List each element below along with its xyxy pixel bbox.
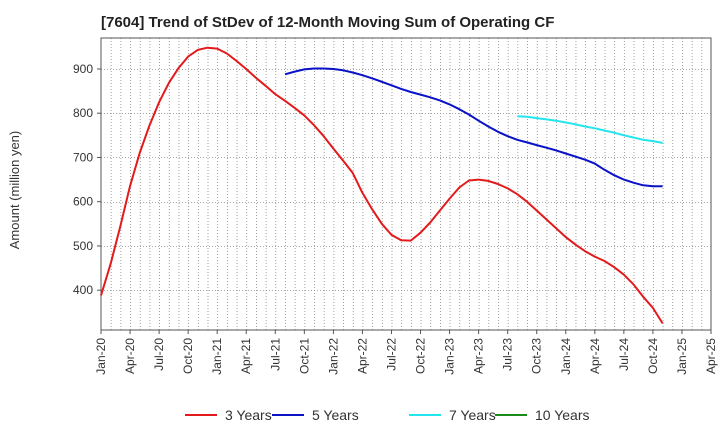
legend-item: 10 Years [495, 405, 590, 425]
x-tick-label: Apr-22 [355, 338, 369, 374]
x-tick-label: Jan-21 [210, 338, 224, 375]
y-tick-label: 900 [73, 62, 93, 76]
x-tick-label: Jan-20 [94, 338, 108, 375]
series-line-5-years [284, 67, 663, 188]
y-tick-label: 600 [73, 195, 93, 209]
x-tick-label: Oct-21 [297, 338, 311, 374]
x-axis-ticks: Jan-20 Apr-20 Jul-20 Oct-20 Jan-21 Apr-21 Jul-… [94, 330, 718, 375]
y-axis-ticks: 400 500 600 700 800 900 [73, 62, 101, 297]
x-tick-label: Jan-23 [443, 338, 457, 375]
y-tick-label: 800 [73, 106, 93, 120]
series-line-7-years [517, 115, 663, 144]
legend-swatch [409, 414, 441, 416]
x-tick-label: Jan-22 [326, 338, 340, 375]
x-tick-label: Oct-23 [530, 338, 544, 374]
x-tick-label: Apr-25 [704, 338, 718, 374]
x-tick-label: Jul-20 [152, 338, 166, 371]
x-tick-label: Jul-23 [501, 338, 515, 371]
y-tick-label: 500 [73, 239, 93, 253]
series-lines [100, 46, 664, 324]
x-tick-label: Oct-20 [181, 338, 195, 374]
x-tick-label: Apr-24 [588, 338, 602, 374]
y-tick-label: 400 [73, 283, 93, 297]
legend-label: 5 Years [312, 407, 359, 423]
y-axis-title: Amount (million yen) [7, 131, 22, 250]
legend: 3 Years 5 Years 7 Years 10 Years [0, 405, 720, 425]
x-tick-label: Jan-24 [559, 338, 573, 375]
x-tick-label: Jul-24 [617, 338, 631, 371]
legend-item: 5 Years [272, 405, 359, 425]
legend-swatch [272, 414, 304, 416]
legend-item: 3 Years [185, 405, 272, 425]
legend-label: 10 Years [535, 407, 590, 423]
x-tick-label: Apr-20 [123, 338, 137, 374]
x-tick-label: Jan-25 [675, 338, 689, 375]
legend-label: 7 Years [449, 407, 496, 423]
chart-title: [7604] Trend of StDev of 12-Month Moving… [101, 14, 555, 31]
legend-swatch [185, 414, 217, 416]
grid [101, 38, 711, 330]
legend-item: 7 Years [409, 405, 496, 425]
x-tick-label: Apr-23 [472, 338, 486, 374]
series-line-3-years [100, 46, 664, 324]
x-tick-label: Oct-22 [414, 338, 428, 374]
x-tick-label: Jul-22 [384, 338, 398, 371]
x-tick-label: Oct-24 [646, 338, 660, 374]
x-tick-label: Jul-21 [268, 338, 282, 371]
legend-swatch [495, 414, 527, 416]
plot-frame [100, 37, 712, 331]
legend-label: 3 Years [225, 407, 272, 423]
x-tick-label: Apr-21 [239, 338, 253, 374]
y-tick-label: 700 [73, 150, 93, 164]
